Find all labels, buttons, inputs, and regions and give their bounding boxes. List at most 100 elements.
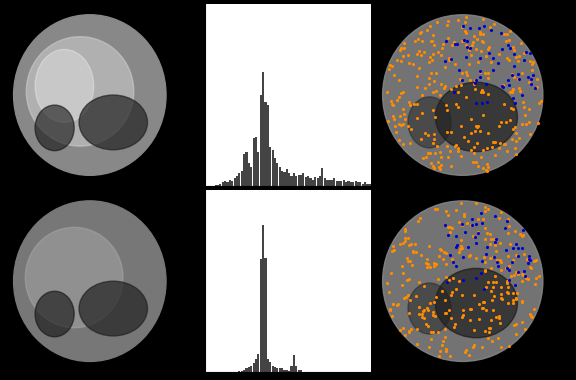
Point xyxy=(500,31,509,37)
Bar xyxy=(331,180,333,186)
Point xyxy=(511,138,521,144)
Point xyxy=(525,257,535,263)
Point xyxy=(487,288,496,294)
Point xyxy=(451,83,460,89)
Point xyxy=(460,349,469,355)
Point xyxy=(502,280,511,286)
Point xyxy=(514,54,524,60)
Point xyxy=(408,249,418,255)
Point xyxy=(389,247,399,253)
Point xyxy=(400,295,409,301)
Point xyxy=(477,210,486,216)
Ellipse shape xyxy=(14,15,166,175)
Point xyxy=(525,264,535,270)
Point xyxy=(405,258,414,264)
Point xyxy=(491,314,500,320)
Point xyxy=(429,107,438,113)
Point xyxy=(461,69,471,75)
Point xyxy=(517,319,526,325)
Bar xyxy=(283,172,286,186)
Point xyxy=(471,240,480,246)
Point xyxy=(429,89,438,95)
Point xyxy=(533,119,542,125)
Point xyxy=(534,273,543,279)
Point xyxy=(465,252,475,258)
Point xyxy=(399,120,408,127)
Point xyxy=(419,155,428,161)
Point xyxy=(397,282,407,288)
Point xyxy=(404,60,414,66)
Point xyxy=(456,76,465,82)
Point xyxy=(441,38,450,44)
Point xyxy=(502,279,511,285)
Point xyxy=(507,260,517,266)
Point xyxy=(530,85,540,91)
Point xyxy=(432,293,441,299)
Point xyxy=(488,307,498,314)
Bar xyxy=(305,177,307,186)
Point xyxy=(475,25,484,31)
Point xyxy=(444,18,453,24)
Point xyxy=(511,282,520,288)
Point xyxy=(490,242,499,248)
Point xyxy=(488,67,498,73)
Point xyxy=(467,116,476,122)
Point xyxy=(400,45,409,51)
Bar xyxy=(231,181,233,186)
Point xyxy=(455,219,464,225)
Point xyxy=(532,84,541,90)
Point xyxy=(431,88,441,94)
Point xyxy=(494,313,503,319)
Bar xyxy=(236,176,238,186)
Point xyxy=(471,100,480,106)
Point xyxy=(467,147,476,153)
Point xyxy=(451,142,460,148)
Point xyxy=(413,101,422,107)
Point xyxy=(445,57,454,63)
Bar xyxy=(345,182,347,186)
Point xyxy=(396,122,406,128)
Point xyxy=(435,149,445,155)
Point xyxy=(487,317,496,323)
Point xyxy=(521,121,530,127)
Bar xyxy=(245,152,248,186)
Point xyxy=(511,295,520,301)
Point xyxy=(434,49,443,55)
Point xyxy=(493,263,502,269)
Point xyxy=(518,99,528,105)
Point xyxy=(469,144,479,150)
Point xyxy=(487,59,496,65)
Point xyxy=(506,272,516,279)
Point xyxy=(468,344,478,350)
Point xyxy=(483,130,492,136)
Point xyxy=(518,227,528,233)
Point xyxy=(491,236,501,242)
Point xyxy=(478,31,487,37)
Point xyxy=(495,320,505,326)
Point xyxy=(421,260,430,266)
Point xyxy=(479,216,488,222)
Point xyxy=(508,256,517,263)
Point xyxy=(518,272,527,278)
Point xyxy=(430,114,439,120)
Point xyxy=(504,57,513,63)
Point xyxy=(510,63,519,70)
Point xyxy=(496,344,505,350)
Point xyxy=(502,119,511,125)
Point xyxy=(401,294,410,300)
Point xyxy=(412,73,422,79)
Bar xyxy=(290,176,293,186)
Point xyxy=(497,291,506,298)
Point xyxy=(426,336,435,342)
Point xyxy=(382,89,392,95)
Point xyxy=(398,325,407,331)
Point xyxy=(514,85,523,91)
Point xyxy=(468,41,477,48)
Point xyxy=(505,37,514,43)
Point xyxy=(442,142,452,149)
Point xyxy=(429,329,438,335)
Point xyxy=(437,81,446,87)
Point xyxy=(520,50,529,56)
Point xyxy=(414,304,423,310)
Point xyxy=(483,145,492,151)
